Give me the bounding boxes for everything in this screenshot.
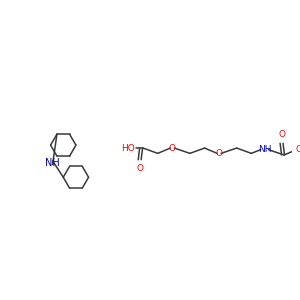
Text: O: O — [169, 144, 176, 153]
Text: NH: NH — [45, 158, 59, 168]
Text: O: O — [295, 145, 300, 154]
Text: HO: HO — [122, 144, 135, 153]
Text: O: O — [216, 149, 223, 158]
Text: NH: NH — [258, 145, 271, 154]
Text: O: O — [279, 130, 286, 140]
Text: O: O — [137, 164, 144, 172]
